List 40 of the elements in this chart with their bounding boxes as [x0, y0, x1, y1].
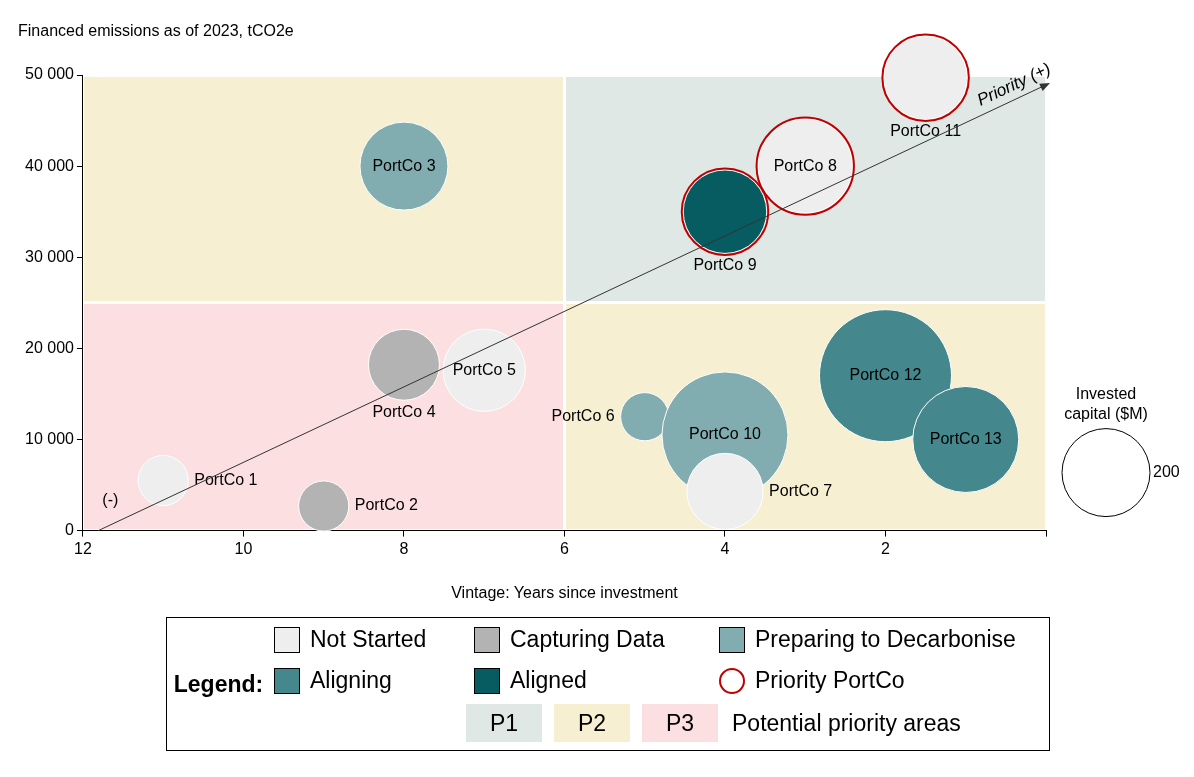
y-tick-label: 30 000: [25, 247, 75, 265]
x-tick-label: 2: [881, 539, 891, 557]
y-tick-label: 0: [65, 521, 75, 539]
legend-label: 200: [1153, 463, 1180, 481]
annotation: PortCo 11: [890, 121, 962, 139]
y-tick-label: 20 000: [25, 338, 75, 356]
annotation: PortCo 13: [929, 429, 1002, 447]
annotation: PortCo 6: [551, 407, 615, 425]
annotation: PortCo 10: [688, 425, 762, 443]
y-tick-label: 10 000: [25, 429, 75, 447]
y-tick-label: 50 000: [25, 65, 75, 83]
text: Potential priority areas: [732, 709, 961, 737]
legend-label: Capturing Data: [510, 626, 665, 653]
annotation: PortCo 8: [773, 156, 837, 174]
x-tick-label: 6: [560, 539, 570, 557]
x-tick-label: 4: [720, 539, 730, 557]
x-tick-label: 12: [74, 539, 92, 557]
legend-label: Aligning: [310, 667, 392, 694]
x-tick-label: 10: [234, 539, 253, 557]
y-axis-title: Financed emissions as of 2023, tCO2e: [18, 22, 294, 40]
annotation: PortCo 2: [354, 496, 419, 514]
text: P1: [466, 704, 542, 742]
legend-title: Legend:: [172, 670, 265, 698]
annotation: PortCo 5: [452, 360, 516, 378]
annotation: PortCo 4: [372, 402, 436, 420]
legend-label: Not Started: [310, 626, 427, 653]
text: P2: [554, 704, 630, 742]
legend-label: Priority PortCo: [755, 667, 905, 694]
annotation: (-): [102, 490, 119, 509]
y-tick-label: 40 000: [25, 156, 75, 174]
text: Invested capital ($M): [1064, 385, 1148, 423]
annotation: PortCo 3: [372, 156, 436, 174]
x-tick-label: 8: [399, 539, 409, 557]
annotation: PortCo 9: [693, 255, 757, 273]
legend-label: Aligned: [510, 667, 587, 694]
annotation: PortCo 7: [769, 481, 833, 499]
x-axis-title: Vintage: Years since investment: [451, 583, 679, 601]
legend-label: Preparing to Decarbonise: [755, 626, 1016, 653]
text: P3: [642, 704, 718, 742]
annotation: PortCo 12: [849, 366, 922, 384]
